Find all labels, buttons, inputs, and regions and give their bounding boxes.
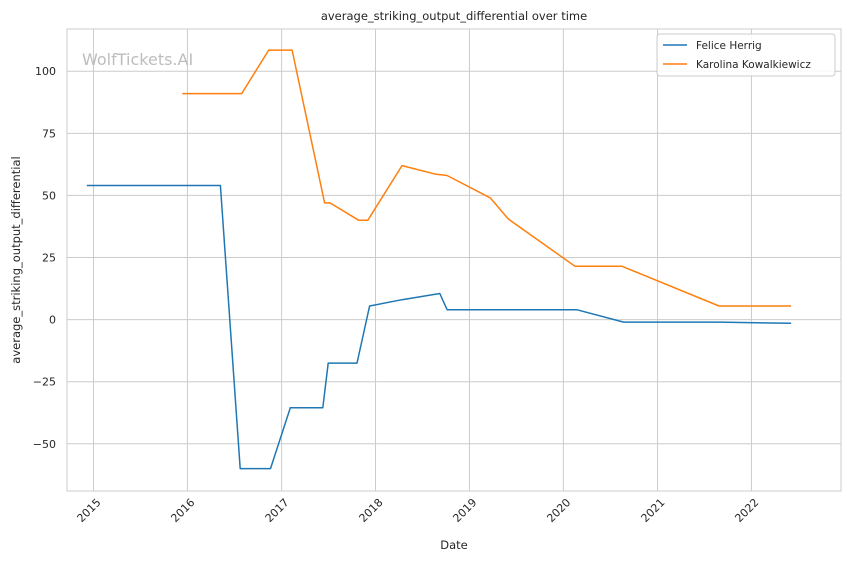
y-tick-label: −25 xyxy=(33,376,56,389)
y-axis-ticks: 100 75 50 25 0 −25 −50 xyxy=(33,65,56,451)
series-line-karolina-kowalkiewicz xyxy=(182,49,792,307)
legend: Felice Herrig Karolina Kowalkiewicz xyxy=(656,33,836,77)
legend-label-karolina-kowalkiewicz: Karolina Kowalkiewicz xyxy=(696,59,811,71)
series-line-felice-herrig xyxy=(86,184,792,470)
y-tick-label: 75 xyxy=(42,127,56,140)
plot-background xyxy=(67,29,841,491)
legend-label-felice-herrig: Felice Herrig xyxy=(696,40,762,52)
y-tick-label: 100 xyxy=(35,65,56,78)
y-tick-label: 0 xyxy=(49,314,56,327)
series-lines xyxy=(86,49,792,470)
grid xyxy=(67,29,841,491)
legend-box xyxy=(656,33,836,77)
y-tick-label: 50 xyxy=(42,189,56,202)
y-tick-label: 25 xyxy=(42,252,56,265)
x-axis-label: Date xyxy=(440,538,468,552)
watermark-text: WolfTickets.AI xyxy=(82,50,193,69)
chart-title: average_striking_output_differential ove… xyxy=(321,9,587,23)
y-axis-label: average_striking_output_differential xyxy=(9,156,23,363)
axes-frame xyxy=(66,28,842,492)
y-tick-label: −50 xyxy=(33,438,56,451)
